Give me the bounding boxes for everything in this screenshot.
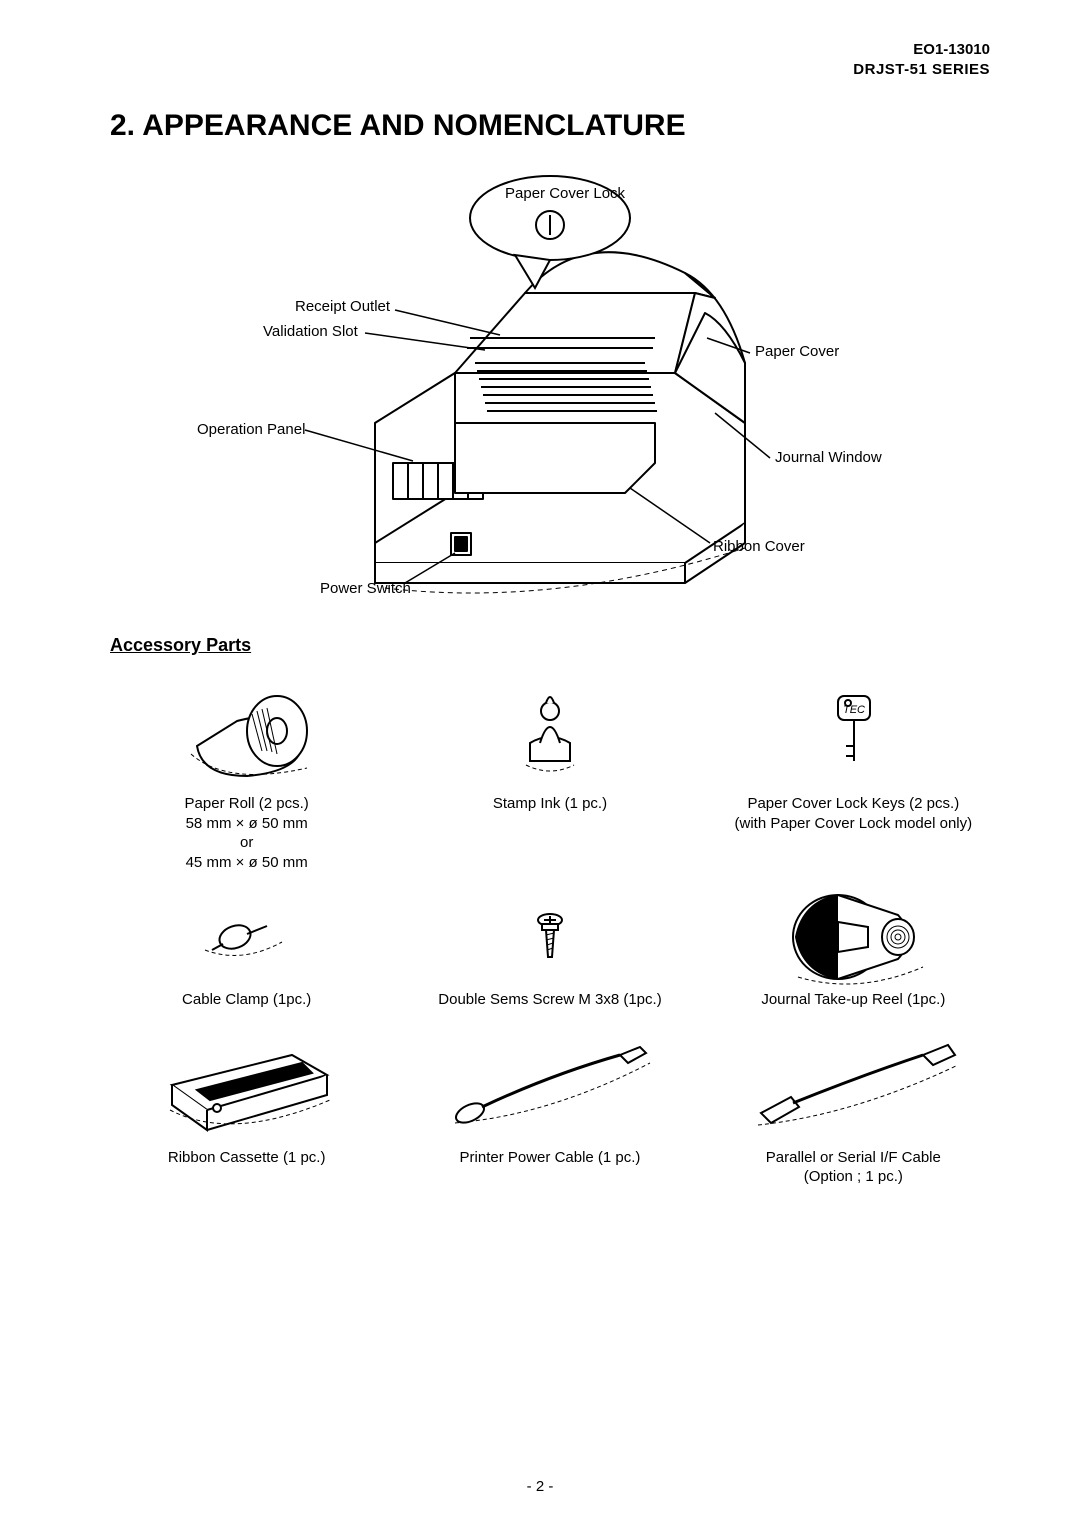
callout-paper-cover-lock: Paper Cover Lock: [505, 185, 625, 202]
paper-roll-caption: Paper Roll (2 pcs.) 58 mm × ø 50 mm or 4…: [185, 794, 309, 872]
power-cable-caption: Printer Power Cable (1 pc.): [460, 1148, 641, 1168]
callout-journal-window: Journal Window: [775, 449, 882, 466]
accessory-screw: Double Sems Screw M 3x8 (1pc.): [413, 892, 686, 1010]
accessory-cable-clamp: Cable Clamp (1pc.): [110, 892, 383, 1010]
doc-series: DRJST-51 SERIES: [110, 60, 990, 80]
page: EO1-13010 DRJST-51 SERIES 2. APPEARANCE …: [0, 0, 1080, 1529]
accessory-takeup-reel: Journal Take-up Reel (1pc.): [717, 892, 990, 1010]
lock-keys-caption: Paper Cover Lock Keys (2 pcs.) (with Pap…: [735, 794, 973, 833]
callout-ribbon-cover: Ribbon Cover: [713, 538, 805, 555]
stamp-ink-caption: Stamp Ink (1 pc.): [493, 794, 607, 814]
lock-keys-icon: TEC: [818, 676, 888, 786]
accessory-parts-heading: Accessory Parts: [110, 635, 990, 656]
accessory-ribbon-cassette: Ribbon Cassette (1 pc.): [110, 1030, 383, 1187]
accessory-lock-keys: TEC Paper Cover Lock Keys (2 pcs.) (with…: [717, 676, 990, 872]
document-header: EO1-13010 DRJST-51 SERIES: [110, 40, 990, 79]
cable-clamp-caption: Cable Clamp (1pc.): [182, 990, 311, 1010]
callout-operation-panel: Operation Panel: [197, 421, 305, 438]
callout-receipt-outlet: Receipt Outlet: [295, 298, 390, 315]
cable-clamp-icon: [187, 892, 307, 982]
callout-validation-slot: Validation Slot: [263, 323, 358, 340]
doc-code: EO1-13010: [110, 40, 990, 60]
paper-roll-icon: [167, 676, 327, 786]
ribbon-cassette-caption: Ribbon Cassette (1 pc.): [168, 1148, 326, 1168]
accessory-paper-roll: Paper Roll (2 pcs.) 58 mm × ø 50 mm or 4…: [110, 676, 383, 872]
takeup-reel-caption: Journal Take-up Reel (1pc.): [761, 990, 945, 1010]
accessory-if-cable: Parallel or Serial I/F Cable (Option ; 1…: [717, 1030, 990, 1187]
accessory-grid: Paper Roll (2 pcs.) 58 mm × ø 50 mm or 4…: [110, 676, 990, 1187]
callout-power-switch: Power Switch: [320, 580, 411, 597]
page-number: - 2 -: [0, 1478, 1080, 1495]
printer-svg: [155, 163, 945, 623]
stamp-ink-icon: [510, 676, 590, 786]
accessory-stamp-ink: Stamp Ink (1 pc.): [413, 676, 686, 872]
if-cable-caption: Parallel or Serial I/F Cable (Option ; 1…: [766, 1148, 941, 1187]
screw-caption: Double Sems Screw M 3x8 (1pc.): [438, 990, 661, 1010]
screw-icon: [525, 892, 575, 982]
power-cable-icon: [440, 1030, 660, 1140]
takeup-reel-icon: [768, 892, 938, 982]
printer-diagram: Paper Cover Lock Receipt Outlet Validati…: [155, 163, 945, 623]
if-cable-icon: [743, 1030, 963, 1140]
section-title: 2. APPEARANCE AND NOMENCLATURE: [110, 109, 990, 143]
callout-paper-cover: Paper Cover: [755, 343, 839, 360]
ribbon-cassette-icon: [152, 1030, 342, 1140]
main-diagram-wrap: Paper Cover Lock Receipt Outlet Validati…: [110, 163, 990, 623]
accessory-power-cable: Printer Power Cable (1 pc.): [413, 1030, 686, 1187]
